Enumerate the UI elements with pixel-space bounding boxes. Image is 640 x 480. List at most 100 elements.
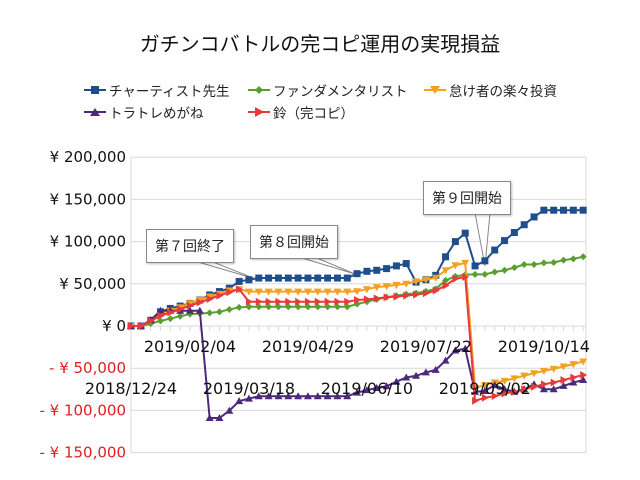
data-point (530, 370, 539, 378)
data-point (510, 264, 518, 272)
data-point (255, 274, 263, 282)
data-point (176, 312, 184, 320)
data-point (137, 322, 145, 330)
legend-label: 怠け者の楽々投資 (449, 84, 557, 100)
data-point (196, 298, 204, 307)
legend-marker-triangle-down-icon (424, 86, 446, 94)
data-point (353, 270, 361, 278)
data-point (413, 290, 421, 299)
data-point (333, 274, 341, 282)
data-point (294, 288, 303, 296)
data-point (451, 238, 459, 246)
data-point (421, 368, 430, 376)
data-point (343, 274, 351, 282)
data-point (461, 259, 470, 267)
data-point (186, 301, 194, 310)
y-tick-label: ¥ 150,000 (50, 190, 126, 208)
data-point (403, 291, 411, 300)
data-point (235, 303, 243, 311)
data-point (480, 386, 489, 394)
data-point (510, 228, 518, 236)
data-point (354, 296, 362, 305)
legend-label: トラトレめがね (109, 106, 204, 122)
data-point (265, 297, 273, 306)
data-point (579, 206, 587, 214)
data-point (520, 221, 528, 229)
data-point (274, 303, 282, 311)
data-point (195, 306, 204, 314)
data-point (313, 288, 322, 296)
data-point (490, 381, 499, 389)
data-point (285, 297, 293, 306)
data-point (422, 289, 430, 298)
legend-label: チャーティスト先生 (109, 84, 230, 100)
legend-marker-triangle-right-icon (248, 107, 270, 117)
y-tick-label: ¥ 50,000 (59, 275, 126, 293)
data-point (540, 259, 548, 267)
data-point (206, 294, 214, 303)
data-point (245, 276, 253, 284)
data-point (569, 255, 577, 263)
data-point (235, 277, 243, 285)
data-point (382, 382, 391, 390)
series-4 (128, 273, 588, 405)
legend-label: ファンダメンタリスト (273, 84, 408, 100)
data-point (441, 356, 450, 364)
data-point (265, 274, 273, 282)
data-point (421, 276, 430, 284)
y-tick-label: ¥ 0 (102, 317, 126, 335)
data-point (343, 288, 352, 296)
data-point (323, 288, 332, 296)
data-point (461, 229, 469, 237)
data-point (501, 237, 509, 245)
callout-pointer (301, 257, 356, 275)
data-point (373, 294, 381, 303)
data-point (362, 386, 371, 394)
data-point (382, 283, 391, 291)
data-point (333, 288, 342, 296)
data-point (392, 377, 401, 385)
data-point (559, 381, 568, 389)
legend-item-chartist: チャーティスト先生 (84, 80, 230, 100)
x-tick-label: 2019/04/29 (262, 337, 354, 356)
data-point (157, 311, 165, 320)
data-point (549, 385, 558, 393)
data-point (236, 285, 244, 294)
data-point (481, 393, 489, 402)
data-point (167, 308, 175, 317)
data-point (245, 303, 253, 311)
data-point (216, 291, 224, 300)
x-tick-label: 2019/10/14 (498, 337, 590, 356)
data-point (334, 297, 342, 306)
data-point (530, 261, 538, 269)
data-point (324, 274, 332, 282)
x-tick-label: 2019/03/18 (203, 379, 295, 398)
data-point (550, 378, 558, 387)
data-point (373, 266, 381, 274)
data-point (491, 268, 499, 276)
legend-label: 鈴（完コピ） (273, 106, 354, 122)
data-point (402, 373, 411, 381)
data-point (501, 266, 509, 274)
data-point (531, 382, 539, 391)
data-point (156, 306, 165, 314)
legend-marker-triangle-up-icon (84, 108, 106, 116)
data-point (500, 377, 509, 385)
data-point (314, 274, 322, 282)
data-point (333, 392, 342, 400)
data-point (303, 392, 312, 400)
data-point (177, 305, 185, 314)
data-point (530, 213, 538, 221)
x-tick-label: 2019/06/10 (321, 379, 413, 398)
x-tick-label: 2019/07/22 (380, 337, 472, 356)
data-point (324, 303, 332, 311)
data-point (264, 288, 273, 296)
x-tick-label: 2018/12/24 (85, 379, 177, 398)
data-point (244, 288, 253, 296)
data-point (362, 286, 371, 294)
y-tick-label: ¥ 100,000 (50, 233, 126, 251)
data-point (491, 246, 499, 254)
data-point (147, 316, 155, 325)
data-point (324, 297, 332, 306)
